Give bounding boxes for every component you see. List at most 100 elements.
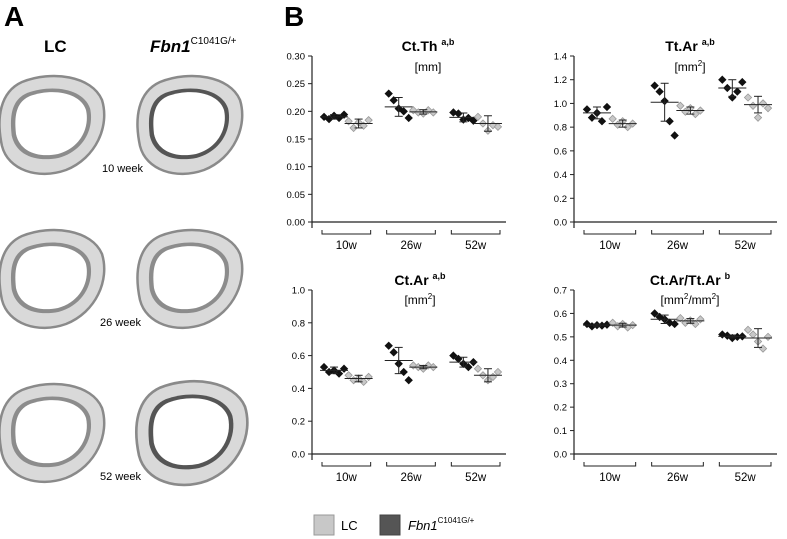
x-category-label: 26w (667, 472, 689, 484)
data-point-fbn1 (389, 96, 398, 105)
x-category-label: 52w (465, 240, 487, 252)
data-point-fbn1 (404, 376, 413, 385)
data-point-lc (758, 344, 768, 353)
data-point-lc (743, 325, 753, 334)
panel-a-label: A (4, 1, 24, 32)
chart: 0.0 0.2 0.4 0.6 0.8 1.0 10w 26w 52w Ct.Ar a,b [mm2… (292, 271, 506, 484)
data-point-lc (758, 99, 768, 108)
data-point-fbn1 (650, 81, 659, 90)
data-point-lc (364, 116, 373, 125)
chart-unit-superscript: 2 (428, 292, 433, 301)
data-point-lc (763, 104, 773, 113)
x-category-label: 26w (400, 472, 422, 484)
y-tick-label: 0.4 (292, 384, 305, 395)
y-tick-label: 0.2 (554, 403, 567, 414)
y-tick-label: 0.7 (554, 286, 567, 297)
y-tick-label: 0.8 (292, 318, 305, 329)
chart-unit-text: [mm] (415, 60, 442, 74)
data-point-fbn1 (404, 113, 413, 123)
chart-unit-tail: /mm (688, 293, 711, 307)
chart-title-text: Ct.Ar/Tt.Ar (650, 272, 725, 288)
x-category-label: 10w (599, 240, 621, 252)
data-point-lc (748, 101, 758, 110)
chart-unit: [mm2/mm2] (661, 292, 720, 307)
chart-unit-text: [mm (404, 293, 427, 307)
data-point-fbn1 (449, 351, 458, 360)
chart-title-text: Tt.Ar (665, 38, 702, 54)
data-point-fbn1 (334, 369, 344, 378)
data-point-lc (753, 113, 763, 122)
chart: 0.0 0.2 0.4 0.6 0.8 1.0 1.2 1.4 10w 26w 52w Tt.Ar a… (554, 37, 777, 252)
data-point-lc (493, 122, 503, 131)
bone-marrow-lumen (15, 400, 87, 464)
y-tick-label: 0.6 (292, 351, 305, 362)
chart-unit-tail: ] (716, 293, 719, 307)
chart-unit-text: [mm (674, 60, 697, 74)
chart-title-superscript: b (725, 271, 731, 281)
chart-unit: [mm2] (674, 59, 705, 74)
group-bracket (583, 462, 637, 467)
group-bracket (386, 462, 436, 467)
y-tick-label: 0.3 (554, 379, 567, 390)
x-category-label: 10w (599, 472, 621, 484)
y-tick-label: 0.0 (554, 450, 567, 461)
group-bracket (718, 462, 772, 467)
data-point-lc (696, 315, 705, 324)
chart-title: Ct.Ar a,b (394, 271, 446, 288)
bone-section (135, 379, 249, 487)
data-point-fbn1 (670, 131, 679, 140)
y-tick-label: 0.05 (287, 190, 306, 201)
chart-unit-superscript: 2 (684, 292, 689, 301)
data-point-fbn1 (655, 87, 664, 96)
chart-unit: [mm] (415, 60, 442, 74)
bone-cross-sections (0, 74, 249, 487)
data-point-lc (473, 364, 483, 373)
y-tick-label: 0.30 (287, 52, 306, 63)
y-tick-label: 1.2 (554, 75, 567, 86)
data-point-lc (608, 318, 617, 327)
chart-unit-superscript: 2 (698, 59, 703, 68)
data-point-fbn1 (384, 89, 393, 98)
x-category-label: 10w (336, 472, 358, 484)
data-point-fbn1 (597, 117, 607, 126)
x-category-label: 52w (465, 472, 487, 484)
data-point-fbn1 (665, 117, 674, 126)
chart-title-superscript: a,b (702, 37, 716, 47)
group-bracket (450, 230, 501, 235)
y-tick-label: 0.4 (554, 170, 567, 181)
chart-title-text: Ct.Th (402, 38, 442, 54)
chart-unit-superscript: 2 (712, 292, 717, 301)
group-bracket (321, 230, 372, 235)
data-point-fbn1 (389, 348, 398, 357)
group-bracket (321, 462, 372, 467)
y-tick-label: 0.0 (554, 218, 567, 229)
data-point-lc (344, 371, 353, 380)
data-point-fbn1 (718, 75, 727, 84)
data-point-lc (364, 372, 373, 382)
data-point-fbn1 (602, 102, 612, 112)
legend-label-lc: LC (341, 518, 358, 533)
y-tick-label: 0.0 (292, 450, 305, 461)
chart-unit-tail: ] (702, 60, 705, 74)
data-point-fbn1 (399, 367, 408, 377)
group-bracket (450, 462, 501, 467)
group-bracket (651, 230, 704, 235)
column-header-fbn1: Fbn1C1041G/+ (150, 36, 237, 56)
data-point-lc (493, 367, 503, 377)
data-point-lc (473, 112, 483, 122)
y-tick-label: 1.0 (554, 99, 567, 110)
data-point-lc (676, 101, 685, 110)
y-tick-label: 0.00 (287, 218, 306, 229)
data-point-lc (349, 123, 358, 133)
data-point-lc (623, 122, 632, 132)
group-bracket (386, 230, 436, 235)
data-point-fbn1 (582, 105, 592, 114)
bone-marrow-lumen (15, 246, 87, 310)
x-category-label: 26w (400, 240, 422, 252)
legend: LC Fbn1C1041G/+ (313, 514, 475, 536)
legend-label-fbn1: Fbn1C1041G/+ (408, 516, 475, 533)
y-tick-label: 1.0 (292, 286, 305, 297)
data-point-lc (676, 313, 685, 323)
chart-title-superscript: a,b (441, 37, 455, 47)
